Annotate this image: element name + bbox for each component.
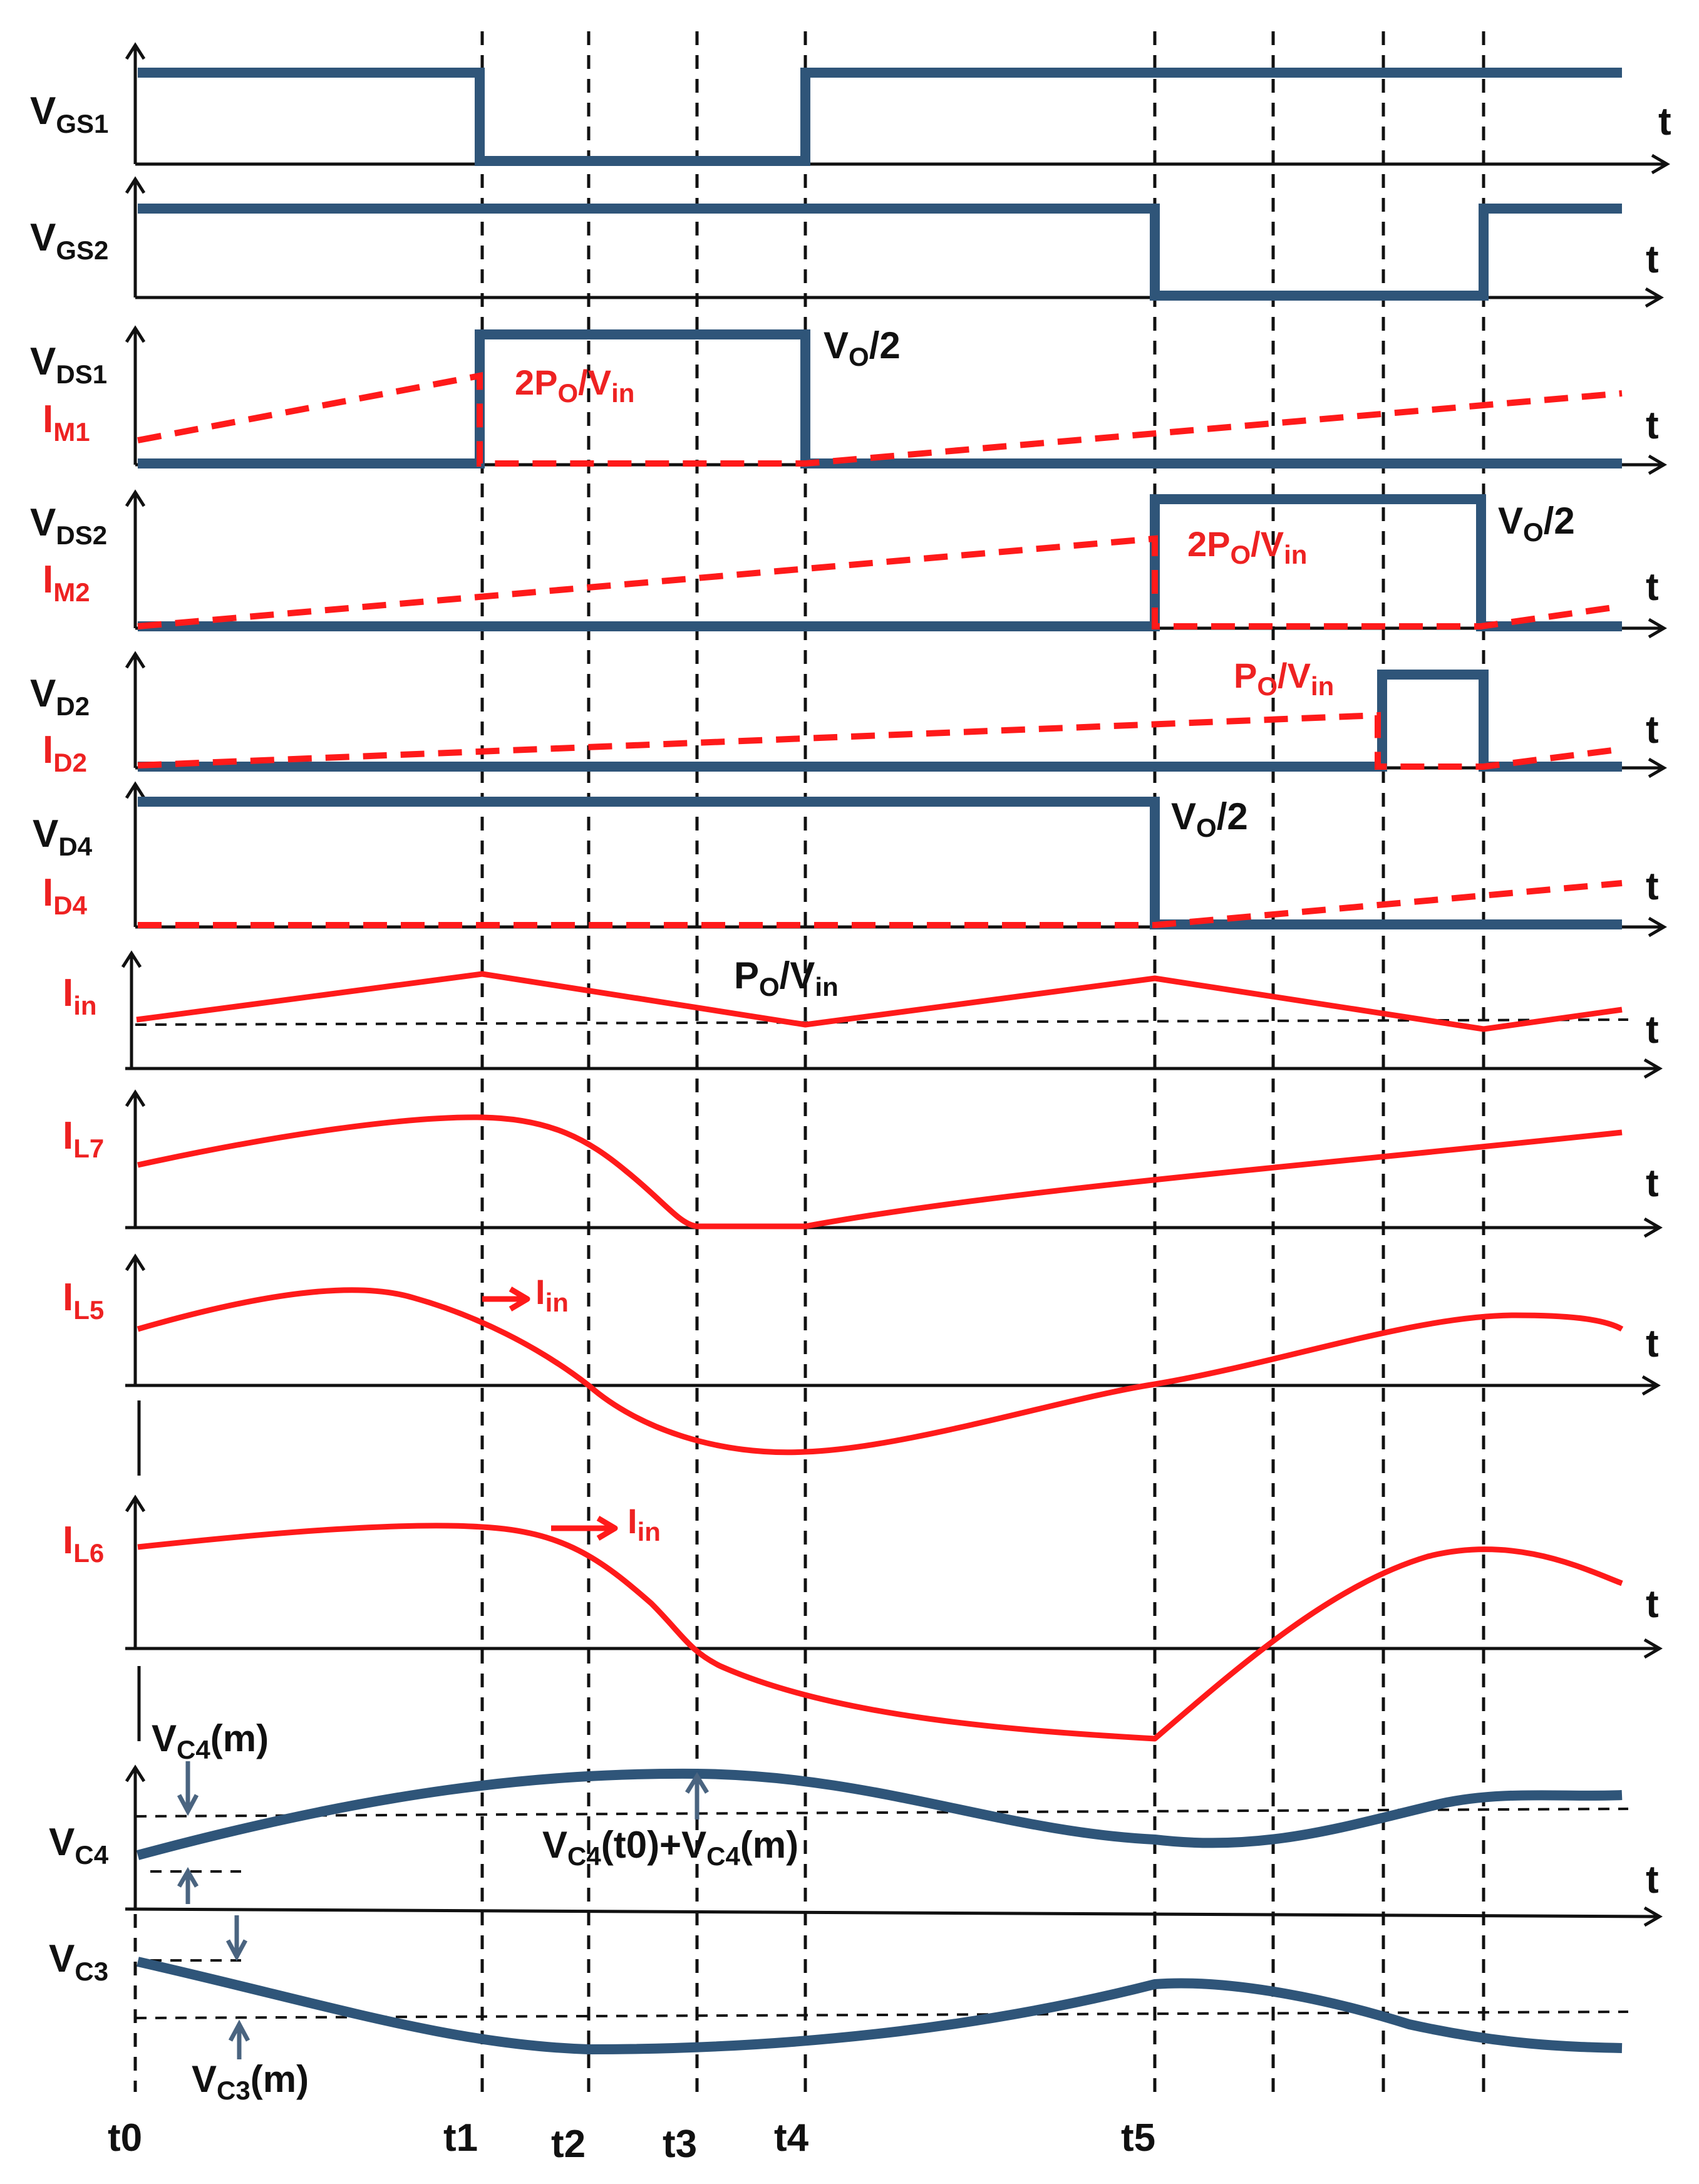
il5-wave: [137, 1287, 1624, 1456]
time-label-t5: t5: [1121, 2116, 1155, 2160]
vgs1-wave: [138, 68, 1622, 166]
annotation-iin-il5: Iin: [535, 1272, 569, 1317]
label-vc4: VC4: [49, 1821, 109, 1870]
label-il5: IL5: [63, 1276, 104, 1325]
id4-wave: [138, 880, 1623, 928]
time-label-t3: t3: [663, 2123, 697, 2166]
il6-wave: [137, 1523, 1623, 1742]
reference-lines: [135, 1018, 1629, 2019]
blue-waveforms: [136, 68, 1623, 2055]
annotation-vo2-vds2: VO/2: [1498, 500, 1575, 547]
il7-wave: [137, 1114, 1623, 1229]
label-il7: IL7: [63, 1114, 104, 1163]
label-vgs2: VGS2: [30, 216, 108, 265]
axis-t-vds1: t: [1646, 404, 1659, 447]
iin-arrows: [482, 1286, 618, 1541]
time-label-t4: t4: [774, 2116, 809, 2160]
label-vc3: VC3: [49, 1937, 108, 1986]
annotation-po-vin-id2: PO/Vin: [1234, 656, 1334, 701]
im1-wave: [137, 371, 1623, 467]
time-label-t2: t2: [551, 2123, 586, 2166]
id2-wave: [137, 712, 1623, 770]
red-solid-currents: [136, 971, 1624, 1742]
label-vds1: VDS1: [30, 340, 107, 389]
time-label-t1: t1: [443, 2116, 478, 2160]
vds1-wave: [138, 329, 1622, 468]
vc4-wave: [136, 1768, 1623, 1860]
axis-t-vc: t: [1646, 1858, 1659, 1902]
signal-labels: VGS1 VGS2 VDS1 IM1 VDS2 IM2 VD2 ID2 VD4 …: [30, 90, 109, 1986]
label-im1: IM1: [43, 398, 90, 447]
label-vd2: VD2: [30, 672, 90, 721]
annotation-po-vin-iin: PO/Vin: [734, 955, 839, 1001]
label-vd4: VD4: [33, 812, 93, 861]
vds2-wave: [138, 494, 1622, 631]
vc3-wave: [137, 1957, 1623, 2055]
axis-t-il5: t: [1646, 1322, 1659, 1365]
annotation-2po-vin-im1: 2PO/Vin: [515, 363, 634, 408]
axis-t-vgs1: t: [1658, 100, 1671, 143]
axis-t-vd4: t: [1646, 865, 1659, 908]
annotation-2po-vin-im2: 2PO/Vin: [1187, 524, 1307, 569]
capacitor-annotation-arrows: [177, 1761, 709, 2059]
axis-t-il7: t: [1646, 1162, 1659, 1205]
iin-wave: [136, 971, 1623, 1032]
axis-t-vgs2: t: [1646, 238, 1659, 281]
vgs2-wave: [138, 204, 1622, 301]
annotation-vc4m: VC4(m): [152, 1717, 269, 1764]
time-labels: t0 t1 t2 t3 t4 t5: [108, 2116, 1155, 2166]
annotation-iin-il6: Iin: [627, 1501, 661, 1546]
time-label-t0: t0: [108, 2116, 142, 2160]
label-id2: ID2: [43, 728, 87, 777]
annotation-vo2-vd4: VO/2: [1171, 795, 1248, 842]
label-vgs1: VGS1: [30, 90, 108, 138]
axis-t-il6: t: [1646, 1583, 1659, 1626]
vd4-wave: [138, 797, 1622, 929]
label-il6: IL6: [63, 1519, 104, 1568]
annotations: VO/2 2PO/Vin VO/2 2PO/Vin PO/Vin VO/2 PO…: [152, 324, 1575, 2105]
label-vds2: VDS2: [30, 501, 107, 550]
annotation-vc4-sum: VC4(t0)+VC4(m): [542, 1824, 798, 1871]
label-id4: ID4: [43, 871, 88, 920]
axis-t-iin: t: [1646, 1008, 1659, 1052]
red-dashed-currents: [137, 371, 1623, 928]
im2-wave: [137, 535, 1623, 629]
axis-t-vd2: t: [1646, 708, 1659, 752]
axis-t-vds2: t: [1646, 566, 1659, 609]
label-iin: Iin: [63, 971, 97, 1020]
label-im2: IM2: [43, 558, 90, 607]
vd2-wave: [138, 670, 1622, 772]
annotation-vc3m: VC3(m): [192, 2058, 309, 2105]
annotation-vo2-vds1: VO/2: [824, 324, 901, 371]
axis-t-labels: t t t t t t t t t t t: [1646, 100, 1671, 1902]
